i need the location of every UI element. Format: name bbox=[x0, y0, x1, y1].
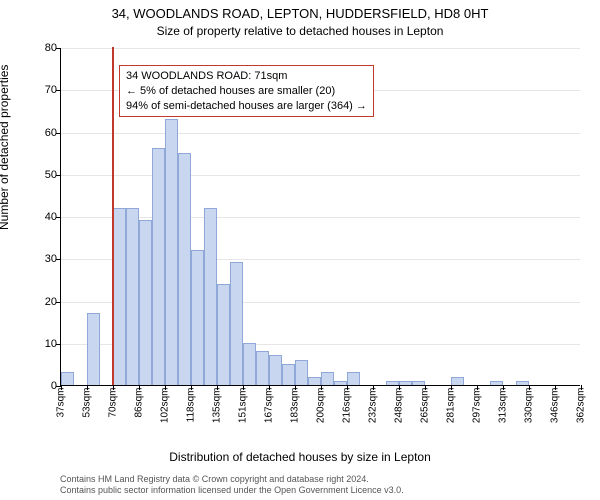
histogram-bar bbox=[308, 377, 321, 385]
xtick-label: 118sqm bbox=[186, 388, 197, 423]
xtick-label: 183sqm bbox=[290, 388, 301, 424]
attribution: Contains HM Land Registry data © Crown c… bbox=[60, 474, 590, 497]
chart-title-sub: Size of property relative to detached ho… bbox=[0, 24, 600, 38]
histogram-bar bbox=[178, 153, 191, 385]
xtick-label: 248sqm bbox=[394, 388, 405, 424]
histogram-bar bbox=[516, 381, 529, 385]
attribution-line: Contains public sector information licen… bbox=[60, 485, 590, 496]
histogram-bar bbox=[451, 377, 464, 385]
xtick-label: 86sqm bbox=[134, 388, 145, 418]
xtick-label: 313sqm bbox=[498, 388, 509, 424]
histogram-bar bbox=[321, 372, 334, 385]
ytick-label: 20 bbox=[29, 296, 57, 308]
ytick-label: 30 bbox=[29, 253, 57, 265]
xtick-label: 200sqm bbox=[316, 388, 327, 424]
histogram-bar bbox=[490, 381, 503, 385]
xtick-label: 330sqm bbox=[524, 388, 535, 424]
ytick-label: 10 bbox=[29, 338, 57, 350]
histogram-bar bbox=[282, 364, 295, 385]
chart-title-main: 34, WOODLANDS ROAD, LEPTON, HUDDERSFIELD… bbox=[0, 6, 600, 21]
histogram-bar bbox=[269, 355, 282, 385]
ytick-label: 40 bbox=[29, 211, 57, 223]
ytick-label: 80 bbox=[29, 42, 57, 54]
xtick-label: 151sqm bbox=[238, 388, 249, 424]
callout-line: ← 5% of detached houses are smaller (20) bbox=[126, 84, 367, 99]
xtick-label: 167sqm bbox=[264, 388, 275, 424]
histogram-bar bbox=[295, 360, 308, 385]
attribution-line: Contains HM Land Registry data © Crown c… bbox=[60, 474, 590, 485]
xtick-label: 281sqm bbox=[446, 388, 457, 424]
histogram-bar bbox=[191, 250, 204, 385]
plot-area: 0102030405060708037sqm53sqm70sqm86sqm102… bbox=[60, 48, 580, 386]
xtick-label: 216sqm bbox=[342, 388, 353, 424]
callout-line: 94% of semi-detached houses are larger (… bbox=[126, 99, 367, 114]
histogram-bar bbox=[347, 372, 360, 385]
histogram-bar bbox=[334, 381, 347, 385]
histogram-bar bbox=[399, 381, 412, 385]
histogram-bar bbox=[230, 262, 243, 385]
histogram-bar bbox=[113, 208, 126, 385]
histogram-bar bbox=[165, 119, 178, 385]
histogram-bar bbox=[256, 351, 269, 385]
ytick-label: 60 bbox=[29, 127, 57, 139]
gridline bbox=[61, 133, 580, 134]
x-axis-label: Distribution of detached houses by size … bbox=[0, 450, 600, 464]
xtick-label: 102sqm bbox=[160, 388, 171, 424]
callout-line: 34 WOODLANDS ROAD: 71sqm bbox=[126, 69, 367, 84]
callout-box: 34 WOODLANDS ROAD: 71sqm← 5% of detached… bbox=[119, 65, 374, 118]
xtick-label: 346sqm bbox=[550, 388, 561, 424]
y-axis-label: Number of detached properties bbox=[0, 65, 11, 230]
histogram-bar bbox=[204, 208, 217, 385]
xtick-label: 53sqm bbox=[82, 388, 93, 418]
xtick-label: 362sqm bbox=[576, 388, 587, 424]
histogram-bar bbox=[152, 148, 165, 385]
xtick-label: 70sqm bbox=[108, 388, 119, 418]
ytick-label: 50 bbox=[29, 169, 57, 181]
histogram-bar bbox=[139, 220, 152, 385]
xtick-label: 265sqm bbox=[420, 388, 431, 424]
xtick-label: 297sqm bbox=[472, 388, 483, 424]
histogram-bar bbox=[386, 381, 399, 385]
histogram-bar bbox=[61, 372, 74, 385]
histogram-bar bbox=[412, 381, 425, 385]
histogram-bar bbox=[126, 208, 139, 385]
histogram-bar bbox=[217, 284, 230, 385]
gridline bbox=[61, 175, 580, 176]
histogram-bar bbox=[87, 313, 100, 385]
ytick-label: 70 bbox=[29, 84, 57, 96]
xtick-label: 135sqm bbox=[212, 388, 223, 424]
histogram-bar bbox=[243, 343, 256, 385]
marker-line bbox=[112, 47, 114, 385]
xtick-label: 232sqm bbox=[368, 388, 379, 424]
xtick-label: 37sqm bbox=[56, 388, 67, 418]
ytick-label: 0 bbox=[29, 380, 57, 392]
gridline bbox=[61, 48, 580, 49]
